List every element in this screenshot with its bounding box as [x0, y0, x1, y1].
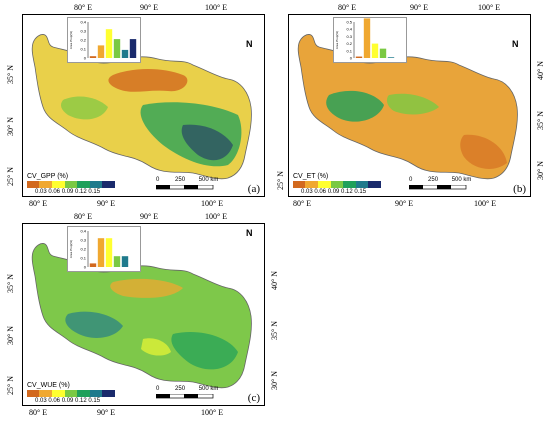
panel-letter: (a)	[247, 183, 260, 195]
lon-label: 80° E	[338, 3, 357, 12]
lon-label: 80° E	[293, 199, 312, 208]
map-panel-gpp: Area Prop(%) 0.4 0.3 0.2 0.1 0 N CV_GPP (%) 0…	[22, 14, 265, 197]
panel-letter: (b)	[513, 183, 526, 195]
legend-colorbar	[27, 181, 115, 188]
north-arrow-icon: N	[512, 39, 519, 49]
inset-tick-label: 0.1	[80, 256, 86, 261]
lon-label: 90° E	[97, 408, 116, 417]
lat-label: 30° N	[536, 161, 545, 180]
north-label: N	[512, 39, 519, 49]
inset-tick-label: 0.3	[346, 34, 352, 39]
lon-label: 100° E	[478, 3, 501, 12]
scale-bar	[409, 185, 467, 190]
lon-label: 100° E	[474, 199, 497, 208]
inset-bar	[113, 39, 121, 58]
scale-bar	[156, 185, 214, 190]
inset-tick-label: 0.1	[346, 48, 352, 53]
lon-label: 90° E	[140, 212, 159, 221]
legend-tick-labels: 0.03 0.06 0.09 0.12 0.15	[35, 189, 101, 195]
area-proportion-inset: Area Prop(%) 0.4 0.3 0.2 0.1 0	[67, 226, 141, 272]
inset-tick-label: 0.2	[346, 41, 352, 46]
legend-colorbar	[293, 181, 381, 188]
lon-label: 90° E	[140, 3, 159, 12]
lon-label: 100° E	[205, 3, 228, 12]
inset-bar	[113, 256, 121, 267]
inset-tick-label: 0.5	[346, 20, 352, 25]
map-panel-et: Area Prop(%) 0.5 0.4 0.3 0.2 0.1 0 N CV_ET (%)…	[288, 14, 531, 197]
north-arrow-icon: N	[246, 228, 253, 238]
lat-label: 35° N	[270, 321, 279, 340]
inset-bar	[105, 29, 113, 58]
inset-bar	[387, 57, 395, 58]
lon-label: 90° E	[395, 199, 414, 208]
lon-label: 90° E	[97, 199, 116, 208]
lon-label: 80° E	[29, 408, 48, 417]
plateau-map-et	[297, 34, 518, 180]
lat-label: 30° N	[270, 371, 279, 390]
inset-bar	[89, 263, 97, 267]
inset-tick-label: 0.1	[80, 47, 86, 52]
lat-label: 25° N	[276, 171, 285, 190]
scale-bar-labels: 0 250 500 km	[409, 177, 472, 183]
legend-tick-labels: 0.03 0.06 0.09 0.12 0.15	[35, 398, 101, 404]
inset-tick-label: 0.2	[80, 38, 86, 43]
lat-label: 40° N	[536, 61, 545, 80]
north-label: N	[246, 39, 253, 49]
inset-tick-label: 0.3	[80, 238, 86, 243]
north-label: N	[246, 228, 253, 238]
inset-y-label: Area Prop(%)	[69, 31, 73, 49]
inset-bar	[121, 256, 129, 267]
inset-bar	[363, 18, 371, 58]
inset-y-label: Area Prop(%)	[335, 31, 339, 49]
inset-bar	[379, 48, 387, 58]
legend-title: CV_WUE (%)	[27, 382, 70, 389]
inset-tick-label: 0.4	[346, 27, 352, 32]
lon-label: 100° E	[201, 199, 224, 208]
scale-bar	[156, 394, 214, 399]
legend-title: CV_ET (%)	[293, 173, 329, 180]
inset-bar	[129, 39, 137, 58]
inset-tick-label: 0.2	[80, 247, 86, 252]
inset-bar	[355, 56, 363, 58]
inset-tick-label: 0	[350, 56, 353, 61]
lon-label: 90° E	[410, 3, 429, 12]
lon-label: 80° E	[29, 199, 48, 208]
lon-label: 100° E	[205, 212, 228, 221]
lat-label: 35° N	[6, 65, 15, 84]
lat-label: 35° N	[6, 274, 15, 293]
inset-bar	[121, 49, 129, 58]
north-arrow-icon: N	[246, 39, 253, 49]
inset-tick-label: 0	[84, 56, 87, 61]
inset-bar	[105, 238, 113, 267]
panel-letter: (c)	[247, 392, 260, 404]
inset-y-label: Area Prop(%)	[69, 240, 73, 258]
lon-label: 80° E	[74, 3, 93, 12]
lon-label: 100° E	[201, 408, 224, 417]
lat-label: 30° N	[6, 117, 15, 136]
inset-tick-label: 0.4	[80, 20, 86, 25]
lat-label: 25° N	[6, 376, 15, 395]
lat-label: 25° N	[6, 167, 15, 186]
inset-tick-label: 0.4	[80, 229, 86, 234]
area-proportion-inset: Area Prop(%) 0.5 0.4 0.3 0.2 0.1 0	[333, 17, 407, 63]
map-panel-wue: Area Prop(%) 0.4 0.3 0.2 0.1 0 N CV_WUE (%) 0…	[22, 223, 265, 406]
area-proportion-inset: Area Prop(%) 0.4 0.3 0.2 0.1 0	[67, 17, 141, 63]
plateau-map-wue	[31, 243, 252, 389]
lon-label: 80° E	[74, 212, 93, 221]
plateau-map-gpp	[31, 34, 252, 180]
legend-title: CV_GPP (%)	[27, 173, 69, 180]
inset-bar	[97, 238, 105, 267]
legend-tick-labels: 0.03 0.06 0.09 0.12 0.15	[301, 189, 367, 195]
inset-tick-label: 0.3	[80, 29, 86, 34]
inset-bar	[89, 56, 97, 58]
lat-label: 30° N	[6, 326, 15, 345]
legend-colorbar	[27, 390, 115, 397]
inset-bar	[371, 43, 379, 58]
scale-bar-labels: 0 250 500 km	[156, 177, 219, 183]
inset-bar	[97, 45, 105, 58]
inset-tick-label: 0	[84, 265, 87, 270]
lat-label: 40° N	[270, 271, 279, 290]
lat-label: 35° N	[536, 111, 545, 130]
scale-bar-labels: 0 250 500 km	[156, 386, 219, 392]
